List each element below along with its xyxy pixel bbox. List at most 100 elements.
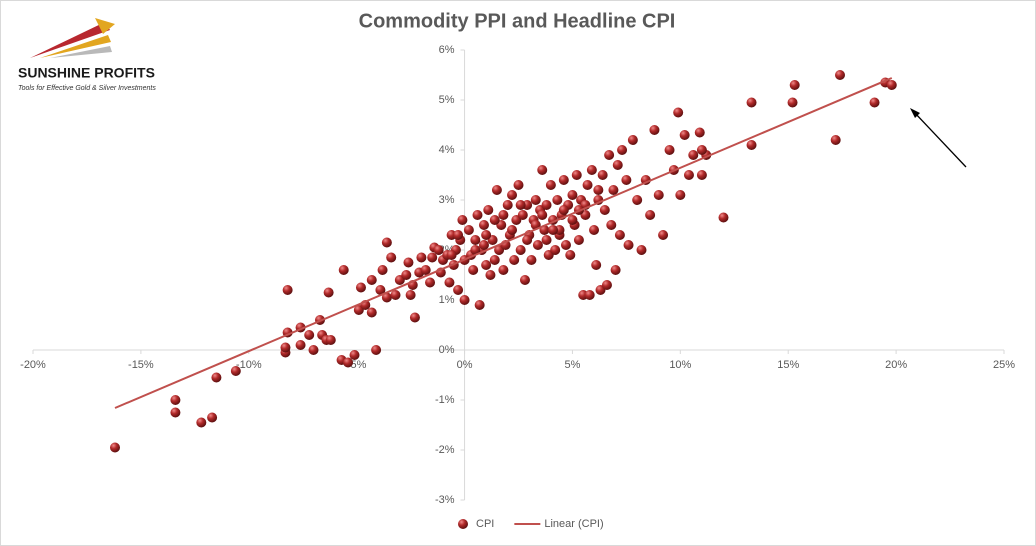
point [560, 240, 571, 250]
point [515, 200, 526, 210]
point [349, 350, 360, 360]
point [109, 442, 120, 453]
logo-name: SUNSHINE PROFITS [18, 65, 155, 81]
point [649, 125, 660, 135]
y-tick-label: -2% [435, 444, 455, 456]
point [481, 230, 492, 240]
point [621, 175, 632, 185]
point [586, 165, 597, 175]
y-tick-label: -1% [435, 394, 455, 406]
point [478, 220, 489, 230]
point [558, 205, 569, 215]
point [481, 260, 492, 270]
point [207, 412, 218, 423]
x-tick-label: 25% [993, 359, 1015, 371]
point [565, 250, 576, 260]
logo-star [95, 18, 115, 34]
point [485, 270, 496, 280]
point [835, 70, 846, 80]
y-tick-label: 0% [439, 344, 455, 356]
legend-label: Linear (CPI) [544, 518, 603, 530]
y-tick-label: -3% [435, 494, 455, 506]
point [308, 345, 319, 355]
point [614, 230, 625, 240]
logo: SUNSHINE PROFITS Tools for Effective Gol… [18, 18, 156, 92]
point [597, 170, 608, 180]
point [696, 145, 707, 155]
arrow-head [910, 108, 920, 118]
point [444, 277, 455, 288]
point [886, 80, 897, 90]
arrow-shaft [913, 111, 967, 168]
point [530, 195, 541, 205]
arrow [910, 108, 967, 168]
x-tick-label: 15% [777, 359, 799, 371]
point [338, 265, 349, 275]
point [403, 257, 414, 268]
point [617, 145, 628, 155]
point [502, 200, 513, 210]
point [601, 280, 612, 290]
point [532, 240, 543, 250]
y-tick-label: 6% [439, 44, 455, 56]
point [526, 255, 537, 265]
point [541, 235, 552, 245]
point [519, 275, 530, 285]
point [196, 417, 207, 428]
point [453, 230, 464, 240]
point [548, 225, 559, 235]
point [507, 190, 518, 200]
point [375, 285, 386, 295]
point [869, 97, 880, 108]
point [679, 130, 690, 140]
x-tick-label: 20% [885, 359, 907, 371]
point [696, 170, 707, 180]
point [170, 407, 181, 418]
point [304, 330, 315, 340]
point [513, 180, 524, 190]
point [401, 270, 412, 280]
point [787, 97, 798, 108]
point [489, 255, 500, 265]
point [612, 160, 623, 170]
point [478, 240, 489, 250]
point [470, 235, 481, 245]
logo-tagline: Tools for Effective Gold & Silver Invest… [18, 85, 156, 92]
point [170, 395, 181, 405]
point [606, 220, 617, 230]
point [789, 80, 800, 90]
point [517, 210, 528, 220]
point [746, 97, 757, 108]
point [377, 265, 388, 275]
point [591, 260, 602, 270]
point [558, 175, 569, 185]
point [552, 195, 563, 205]
point [282, 285, 293, 295]
point [489, 215, 500, 225]
point [405, 290, 416, 300]
point [425, 277, 436, 288]
y-tick-label: 5% [439, 94, 455, 106]
logo-ray [50, 46, 112, 58]
point [498, 265, 509, 275]
point [366, 275, 377, 285]
point [593, 185, 604, 195]
point [483, 205, 494, 215]
point [599, 205, 610, 215]
point [295, 340, 306, 350]
x-tick-label: -10% [236, 359, 262, 371]
point [582, 180, 593, 190]
point [537, 165, 548, 175]
x-tick-label: 0% [457, 359, 473, 371]
point [658, 230, 669, 240]
point [409, 312, 420, 323]
point [230, 366, 241, 376]
point [459, 295, 470, 305]
point [623, 240, 634, 250]
point [718, 212, 729, 223]
point [509, 255, 520, 265]
point [515, 245, 526, 255]
x-tick-label: -15% [128, 359, 154, 371]
trend-line [114, 77, 893, 409]
